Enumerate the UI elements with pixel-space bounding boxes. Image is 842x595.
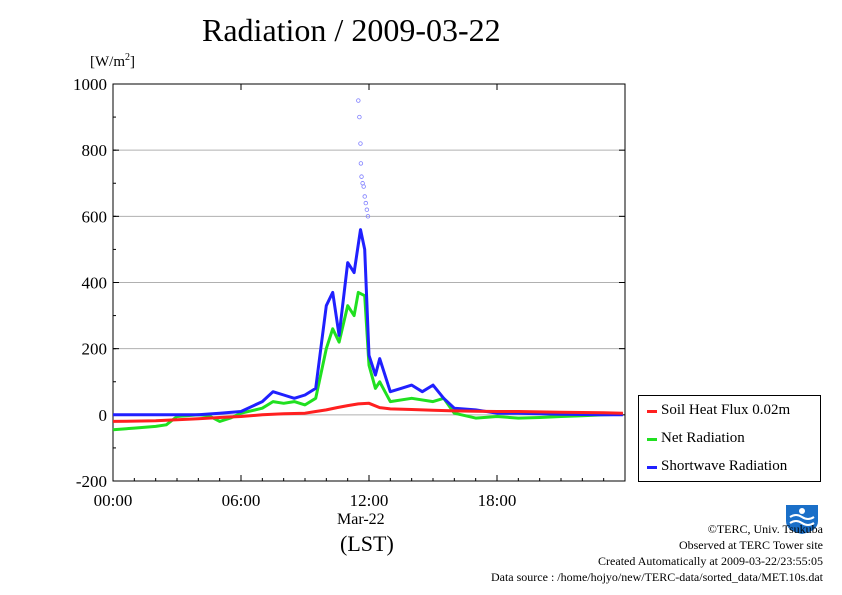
legend-swatch-soil [647,410,657,413]
shortwave-point [359,174,364,179]
x-tick-label: 12:00 [350,491,389,510]
chart-title: Radiation / 2009-03-22 [202,12,501,48]
shortwave-point [357,114,362,120]
credits-copyright: ©TERC, Univ. Tsukuba [707,522,823,536]
shortwave-point [365,214,371,219]
shortwave-point [358,141,363,146]
y-tick-label: 600 [82,207,108,226]
shortwave-point [363,200,368,206]
legend-label-soil: Soil Heat Flux 0.02m [661,402,791,418]
shortwave-point [364,207,370,212]
credits-site: Observed at TERC Tower site [678,538,823,552]
legend-item-shortwave: Shortwave Radiation [639,458,820,478]
legend-item-soil-heat-flux: Soil Heat Flux 0.02m [639,402,820,422]
credits-created: Created Automatically at 2009-03-22/23:5… [598,554,823,568]
legend-item-net-radiation: Net Radiation [639,430,820,450]
shortwave-point [358,161,364,166]
credits-source: Data source : /home/hojyo/new/TERC-data/… [490,570,823,584]
y-tick-label: 400 [82,274,108,293]
x-axis-date-label: Mar-22 [337,511,385,528]
y-tick-label: -200 [76,472,107,491]
x-tick-label: 06:00 [222,491,261,510]
y-tick-label: 200 [82,340,108,359]
y-axis-unit: [W/m2] [90,52,135,70]
legend-label-shortwave: Shortwave Radiation [661,458,788,474]
y-axis-unit-superscript: 2 [125,52,130,63]
shortwave-point [361,184,366,189]
x-axis-label: (LST) [340,531,394,556]
legend-swatch-shortwave [647,466,657,469]
y-tick-label: 1000 [73,75,107,94]
legend-swatch-net [647,438,657,441]
shortwave-point [356,98,361,103]
y-tick-label: 0 [99,406,108,425]
credits-block: ©TERC, Univ. Tsukuba Observed at TERC To… [491,521,823,585]
terc-logo-icon [786,505,818,534]
x-tick-label: 00:00 [94,491,133,510]
legend: Soil Heat Flux 0.02m Net Radiation Short… [638,395,821,482]
series-line-shortwave [113,228,623,417]
y-tick-label: 800 [82,141,108,160]
series-line-soil-heat-flux [112,401,623,423]
x-tick-label: 18:00 [478,491,517,510]
legend-label-net: Net Radiation [661,430,745,446]
shortwave-point [362,194,367,199]
